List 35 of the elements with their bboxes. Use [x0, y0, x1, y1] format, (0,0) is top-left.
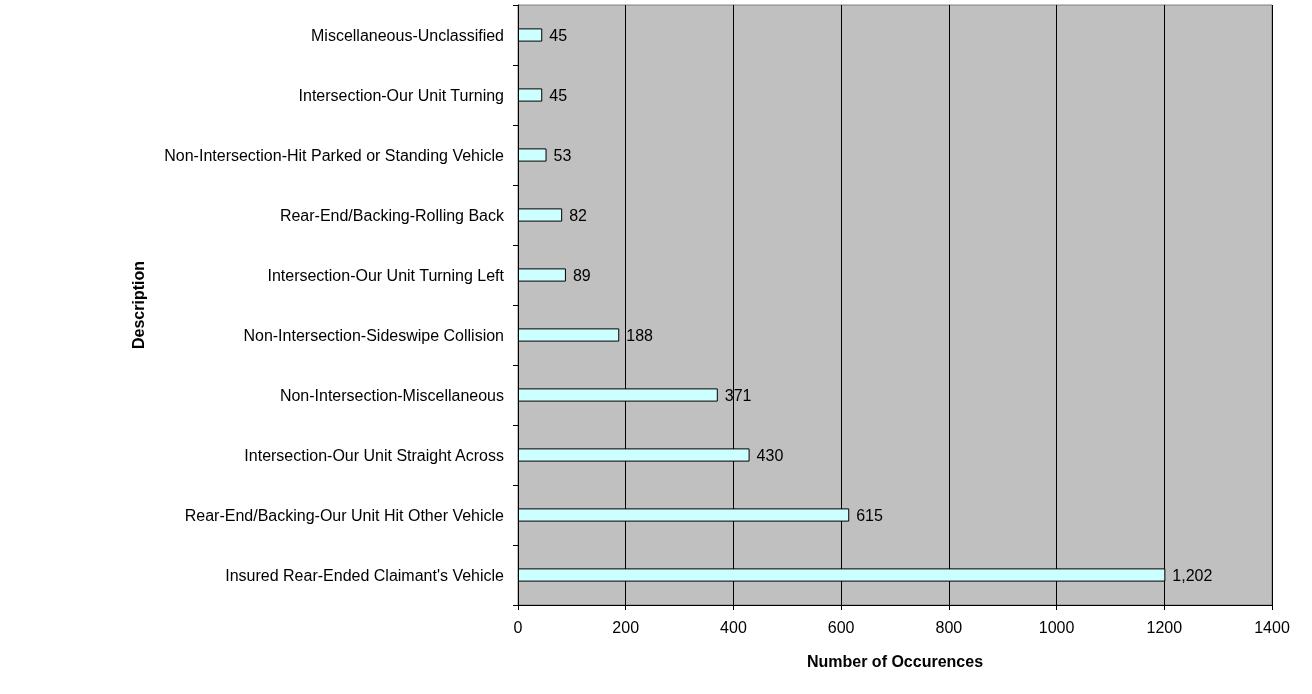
- x-tick-label: 0: [513, 618, 523, 636]
- y-tick-label: Non-Intersection-Hit Parked or Standing Vehicle: [164, 146, 505, 164]
- x-tick-label: 1400: [1254, 618, 1290, 636]
- y-tick-label: Intersection-Our Unit Straight Across: [244, 446, 504, 464]
- data-label: 45: [549, 26, 568, 44]
- x-tick-label: 200: [612, 618, 640, 636]
- bar: [518, 148, 547, 162]
- y-tick-label: Intersection-Our Unit Turning: [298, 86, 504, 104]
- y-tick-label: Rear-End/Backing-Our Unit Hit Other Vehicle: [184, 506, 505, 524]
- y-tick-label: Insured Rear-Ended Claimant's Vehicle: [225, 566, 505, 584]
- y-axis-title: Description: [129, 260, 147, 350]
- x-tick-label: 600: [827, 618, 855, 636]
- data-label: 89: [572, 266, 591, 284]
- x-tick-label: 1000: [1038, 618, 1075, 636]
- data-label: 45: [549, 86, 568, 104]
- y-tick-label: Non-Intersection-Sideswipe Collision: [243, 326, 504, 344]
- data-label: 430: [756, 446, 784, 464]
- bar: [518, 208, 563, 222]
- bar: [518, 268, 566, 282]
- data-label: 188: [626, 326, 654, 344]
- bar: [518, 328, 620, 342]
- x-tick-label: 800: [935, 618, 963, 636]
- x-tick-label: 1200: [1146, 618, 1183, 636]
- y-tick-label: Miscellaneous-Unclassified: [311, 26, 504, 44]
- data-label: 1,202: [1172, 566, 1213, 584]
- x-tick-label: 400: [720, 618, 747, 636]
- data-label: 615: [856, 506, 884, 524]
- bar: [518, 88, 543, 102]
- x-axis-title: Number of Occurences: [806, 652, 984, 670]
- bar: [518, 28, 543, 42]
- y-tick-label: Non-Intersection-Miscellaneous: [279, 386, 504, 404]
- y-tick-label: Intersection-Our Unit Turning Left: [267, 266, 505, 284]
- data-label: 82: [569, 206, 588, 224]
- y-tick-label: Rear-End/Backing-Rolling Back: [279, 206, 505, 224]
- data-label: 53: [553, 146, 572, 164]
